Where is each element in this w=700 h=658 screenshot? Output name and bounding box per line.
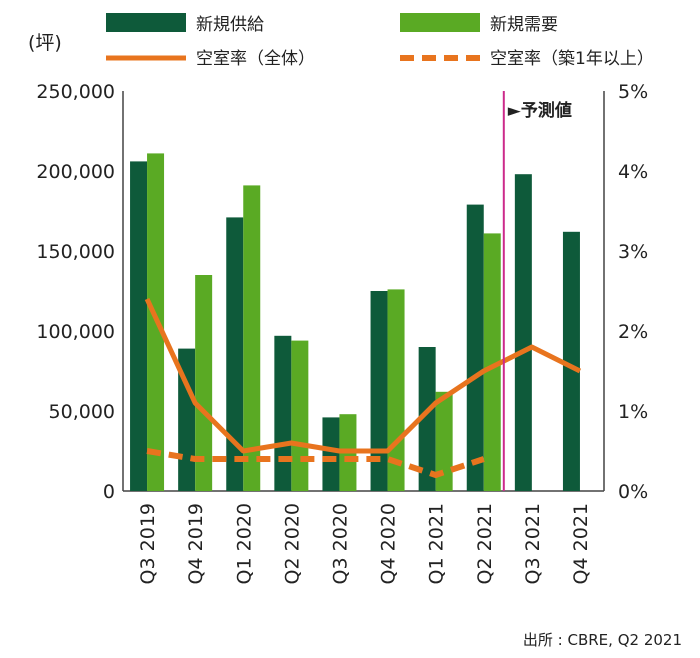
right-tick-label: 3% [618, 241, 648, 263]
bar-new-demand [195, 275, 213, 491]
legend-label-vacancy-total: 空室率（全体） [196, 49, 315, 69]
category-label: Q3 2020 [329, 503, 351, 584]
legend-label-new-supply: 新規供給 [196, 15, 264, 35]
bar-new-supply [130, 161, 148, 491]
legend-swatch-new-demand [400, 13, 480, 32]
category-label: Q1 2020 [233, 503, 255, 584]
legend-label-new-demand: 新規需要 [490, 15, 558, 35]
right-tick-label: 0% [618, 481, 648, 503]
category-label: Q3 2019 [137, 503, 159, 584]
left-tick-label: 150,000 [36, 241, 115, 263]
bar-new-demand [435, 391, 453, 491]
bar-new-demand [291, 340, 309, 491]
source-note: 出所 : CBRE, Q2 2021 [523, 631, 682, 649]
lines [144, 297, 582, 478]
category-label: Q2 2020 [281, 503, 303, 584]
right-tick-label: 5% [618, 81, 648, 103]
bar-new-supply [274, 335, 292, 491]
category-label: Q3 2021 [522, 503, 544, 584]
legend-swatch-new-supply [106, 13, 186, 32]
bar-new-demand [243, 185, 261, 491]
bars [130, 153, 580, 492]
left-tick-labels: 0 50,000 100,000 150,000 200,000 250,000 [36, 81, 115, 503]
category-label: Q4 2020 [378, 503, 400, 584]
category-label: Q4 2019 [185, 503, 207, 584]
right-tick-label: 4% [618, 161, 648, 183]
bar-new-supply [514, 174, 532, 491]
category-label: Q4 2021 [570, 503, 592, 584]
right-tick-label: 1% [618, 401, 648, 423]
bar-new-supply [322, 417, 340, 491]
bar-new-demand [483, 233, 501, 491]
category-label: Q1 2021 [426, 503, 448, 584]
bar-new-supply [466, 204, 484, 491]
category-labels: Q3 2019 Q4 2019 Q1 2020 Q2 2020 Q3 2020 Q4 20… [137, 503, 592, 584]
line-vacancy-total [144, 297, 582, 454]
left-tick-label: 50,000 [49, 401, 115, 423]
legend: 新規供給 新規需要 空室率（全体） 空室率（築1年以上） [106, 13, 654, 69]
left-tick-label: 0 [103, 481, 115, 503]
bar-new-supply [418, 347, 436, 491]
bar-new-supply [562, 231, 580, 492]
left-tick-label: 100,000 [36, 321, 115, 343]
bar-new-supply [226, 217, 244, 491]
left-tick-label: 200,000 [36, 161, 115, 183]
forecast-label: ►予測値 [508, 100, 572, 121]
line-vacancy-1yr [146, 448, 485, 478]
category-label: Q2 2021 [474, 503, 496, 584]
bar-new-supply [370, 291, 388, 491]
right-tick-labels: 0% 1% 2% 3% 4% 5% [618, 81, 648, 503]
y-axis-unit: (坪) [28, 32, 62, 54]
right-tick-label: 2% [618, 321, 648, 343]
left-tick-label: 250,000 [36, 81, 115, 103]
legend-label-vacancy-1yr: 空室率（築1年以上） [490, 49, 654, 69]
